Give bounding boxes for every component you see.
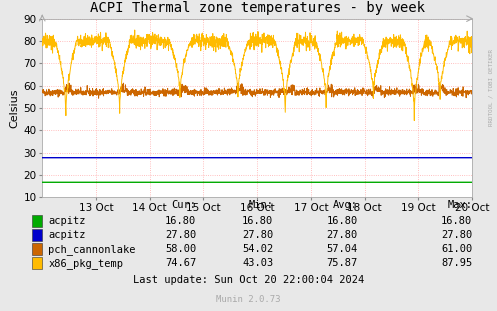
Text: 27.80: 27.80 xyxy=(165,230,196,240)
Text: 16.80: 16.80 xyxy=(242,216,273,226)
Text: 16.80: 16.80 xyxy=(441,216,472,226)
Text: 43.03: 43.03 xyxy=(242,258,273,268)
Text: Min:: Min: xyxy=(248,200,273,210)
Text: 58.00: 58.00 xyxy=(165,244,196,254)
Text: acpitz: acpitz xyxy=(48,230,85,240)
Text: 74.67: 74.67 xyxy=(165,258,196,268)
Text: 57.04: 57.04 xyxy=(327,244,358,254)
Text: acpitz: acpitz xyxy=(48,216,85,226)
Text: 16.80: 16.80 xyxy=(327,216,358,226)
Text: RRDTOOL / TOBI OETIKER: RRDTOOL / TOBI OETIKER xyxy=(489,49,494,126)
Text: x86_pkg_temp: x86_pkg_temp xyxy=(48,258,123,269)
Title: ACPI Thermal zone temperatures - by week: ACPI Thermal zone temperatures - by week xyxy=(89,1,425,15)
Text: Max:: Max: xyxy=(447,200,472,210)
Text: Last update: Sun Oct 20 22:00:04 2024: Last update: Sun Oct 20 22:00:04 2024 xyxy=(133,275,364,285)
Text: Munin 2.0.73: Munin 2.0.73 xyxy=(216,295,281,304)
Y-axis label: Celsius: Celsius xyxy=(9,88,19,128)
Text: 27.80: 27.80 xyxy=(242,230,273,240)
Text: 27.80: 27.80 xyxy=(327,230,358,240)
Text: 87.95: 87.95 xyxy=(441,258,472,268)
Text: 27.80: 27.80 xyxy=(441,230,472,240)
Text: Avg:: Avg: xyxy=(333,200,358,210)
Text: Cur:: Cur: xyxy=(171,200,196,210)
Text: 54.02: 54.02 xyxy=(242,244,273,254)
Text: pch_cannonlake: pch_cannonlake xyxy=(48,244,136,255)
Text: 16.80: 16.80 xyxy=(165,216,196,226)
Text: 61.00: 61.00 xyxy=(441,244,472,254)
Text: 75.87: 75.87 xyxy=(327,258,358,268)
